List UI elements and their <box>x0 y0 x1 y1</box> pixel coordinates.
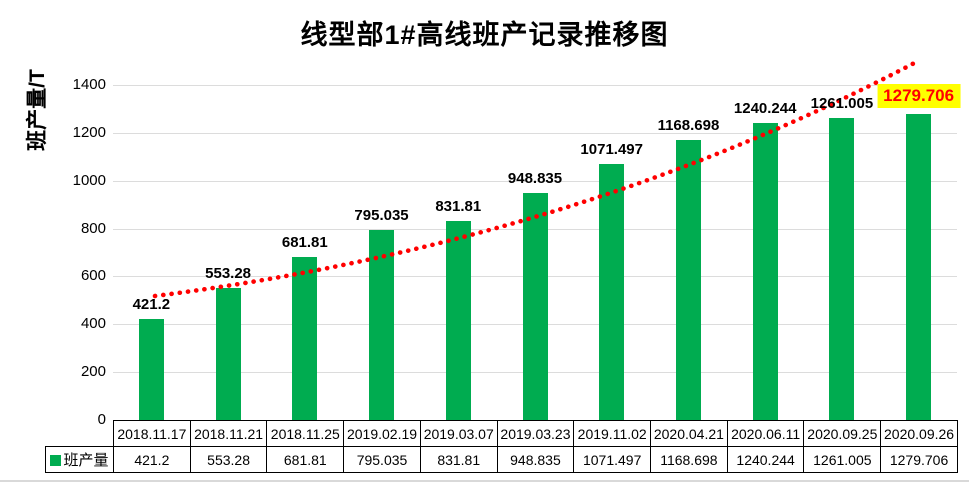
bar[interactable] <box>675 140 701 420</box>
table-date-cell: 2019.02.19 <box>343 420 421 447</box>
legend-swatch-icon <box>50 455 62 466</box>
bar-value-label: 1240.244 <box>733 100 797 118</box>
y-axis-tick-label: 400 <box>80 315 106 333</box>
bottom-divider <box>0 480 969 482</box>
bar[interactable] <box>369 229 395 420</box>
table-value-cell: 553.28 <box>189 446 268 473</box>
table-date-cell: 2020.09.26 <box>880 420 958 447</box>
bar[interactable] <box>599 163 625 420</box>
bar-value-label: 421.2 <box>132 296 171 314</box>
table-date-cell: 2020.09.25 <box>803 420 882 447</box>
table-value-cell: 831.81 <box>419 446 498 473</box>
table-date-cell: 2018.11.25 <box>266 420 345 447</box>
bar[interactable] <box>445 220 471 420</box>
legend-series-name: 班产量 <box>63 452 109 469</box>
bar-value-label: 1168.698 <box>657 117 720 135</box>
table-value-cell: 1240.244 <box>726 446 805 473</box>
bar[interactable] <box>752 123 778 420</box>
data-table: 2018.11.17 2018.11.21 2018.11.25 2019.02.19… <box>45 420 958 473</box>
bar-value-label: 1261.005 <box>810 95 874 113</box>
gridline <box>113 85 957 86</box>
legend-cell: 班产量 <box>45 446 114 473</box>
bar[interactable] <box>292 256 318 420</box>
table-value-cell: 681.81 <box>266 446 345 473</box>
bar[interactable] <box>522 192 548 420</box>
table-date-cell: 2019.03.23 <box>496 420 575 447</box>
table-date-cell: 2020.04.21 <box>650 420 728 447</box>
bar[interactable] <box>829 118 855 420</box>
bar-value-label: 948.835 <box>507 169 563 187</box>
y-axis-tick-label: 800 <box>80 219 106 237</box>
table-value-cell: 1261.005 <box>803 446 882 473</box>
y-axis-tick-label: 200 <box>80 363 106 381</box>
table-value-cell: 1168.698 <box>650 446 728 473</box>
table-date-cell: 2020.06.11 <box>726 420 805 447</box>
table-value-cell: 948.835 <box>496 446 575 473</box>
bar[interactable] <box>906 113 932 420</box>
y-axis-tick-label: 0 <box>97 411 106 428</box>
bar-value-label: 831.81 <box>435 197 482 215</box>
y-axis-tick-label: 1200 <box>72 123 106 141</box>
table-date-cell: 2018.11.21 <box>189 420 268 447</box>
table-value-cell: 1279.706 <box>880 446 958 473</box>
bar[interactable] <box>215 287 241 420</box>
table-date-cell: 2019.11.02 <box>573 420 652 447</box>
table-value-cell: 421.2 <box>113 446 191 473</box>
table-date-cell: 2018.11.17 <box>113 420 191 447</box>
bar-value-label: 1071.497 <box>580 140 644 158</box>
y-axis-tick-label: 1000 <box>72 171 106 189</box>
table-date-cell: 2019.03.07 <box>419 420 498 447</box>
bar-value-label: 681.81 <box>281 233 328 251</box>
table-corner-cell <box>46 421 114 447</box>
y-axis-tick-label: 600 <box>80 267 106 285</box>
bar-value-label: 553.28 <box>205 264 252 282</box>
table-value-cell: 1071.497 <box>573 446 652 473</box>
chart-title: 线型部1#高线班产记录推移图 <box>300 20 669 50</box>
bar[interactable] <box>138 319 164 420</box>
bar-value-label: 795.035 <box>354 206 409 224</box>
y-axis-tick-label: 1400 <box>72 76 106 93</box>
table-value-cell: 795.035 <box>343 446 421 473</box>
highlighted-bar-value-label: 1279.706 <box>877 83 961 108</box>
